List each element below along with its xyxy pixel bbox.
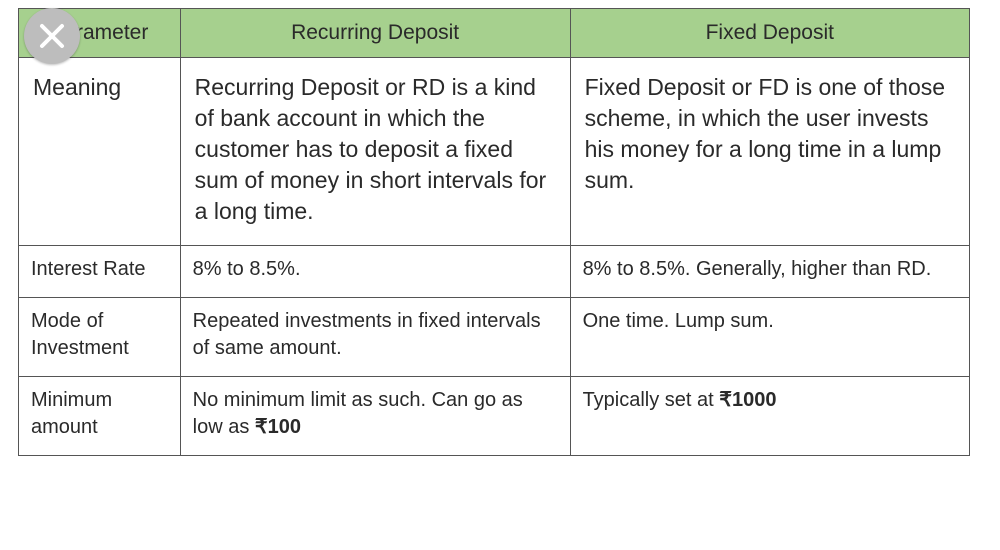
cell-fixed-deposit: 8% to 8.5%. Generally, higher than RD. (570, 246, 969, 298)
cell-parameter: Interest Rate (19, 246, 181, 298)
page: Parameter Recurring Deposit Fixed Deposi… (0, 0, 1000, 550)
cell-recurring-deposit: 8% to 8.5%. (180, 246, 570, 298)
cell-recurring-deposit: No minimum limit as such. Can go as low … (180, 377, 570, 456)
table-row: Mode of InvestmentRepeated investments i… (19, 298, 970, 377)
table-row: Minimum amountNo minimum limit as such. … (19, 377, 970, 456)
close-icon-glyph (37, 21, 67, 51)
table-row: MeaningRecurring Deposit or RD is a kind… (19, 58, 970, 246)
col-header-fixed-deposit: Fixed Deposit (570, 9, 969, 58)
cell-parameter: Meaning (19, 58, 181, 246)
col-header-recurring-deposit: Recurring Deposit (180, 9, 570, 58)
table-header-row: Parameter Recurring Deposit Fixed Deposi… (19, 9, 970, 58)
close-icon[interactable] (24, 8, 80, 64)
cell-parameter: Minimum amount (19, 377, 181, 456)
cell-recurring-deposit: Repeated investments in fixed intervals … (180, 298, 570, 377)
cell-fixed-deposit: One time. Lump sum. (570, 298, 969, 377)
cell-fixed-deposit: Fixed Deposit or FD is one of those sche… (570, 58, 969, 246)
cell-parameter: Mode of Investment (19, 298, 181, 377)
table-body: MeaningRecurring Deposit or RD is a kind… (19, 58, 970, 456)
table-row: Interest Rate8% to 8.5%.8% to 8.5%. Gene… (19, 246, 970, 298)
cell-recurring-deposit: Recurring Deposit or RD is a kind of ban… (180, 58, 570, 246)
cell-fixed-deposit: Typically set at ₹1000 (570, 377, 969, 456)
comparison-table: Parameter Recurring Deposit Fixed Deposi… (18, 8, 970, 456)
table-header: Parameter Recurring Deposit Fixed Deposi… (19, 9, 970, 58)
